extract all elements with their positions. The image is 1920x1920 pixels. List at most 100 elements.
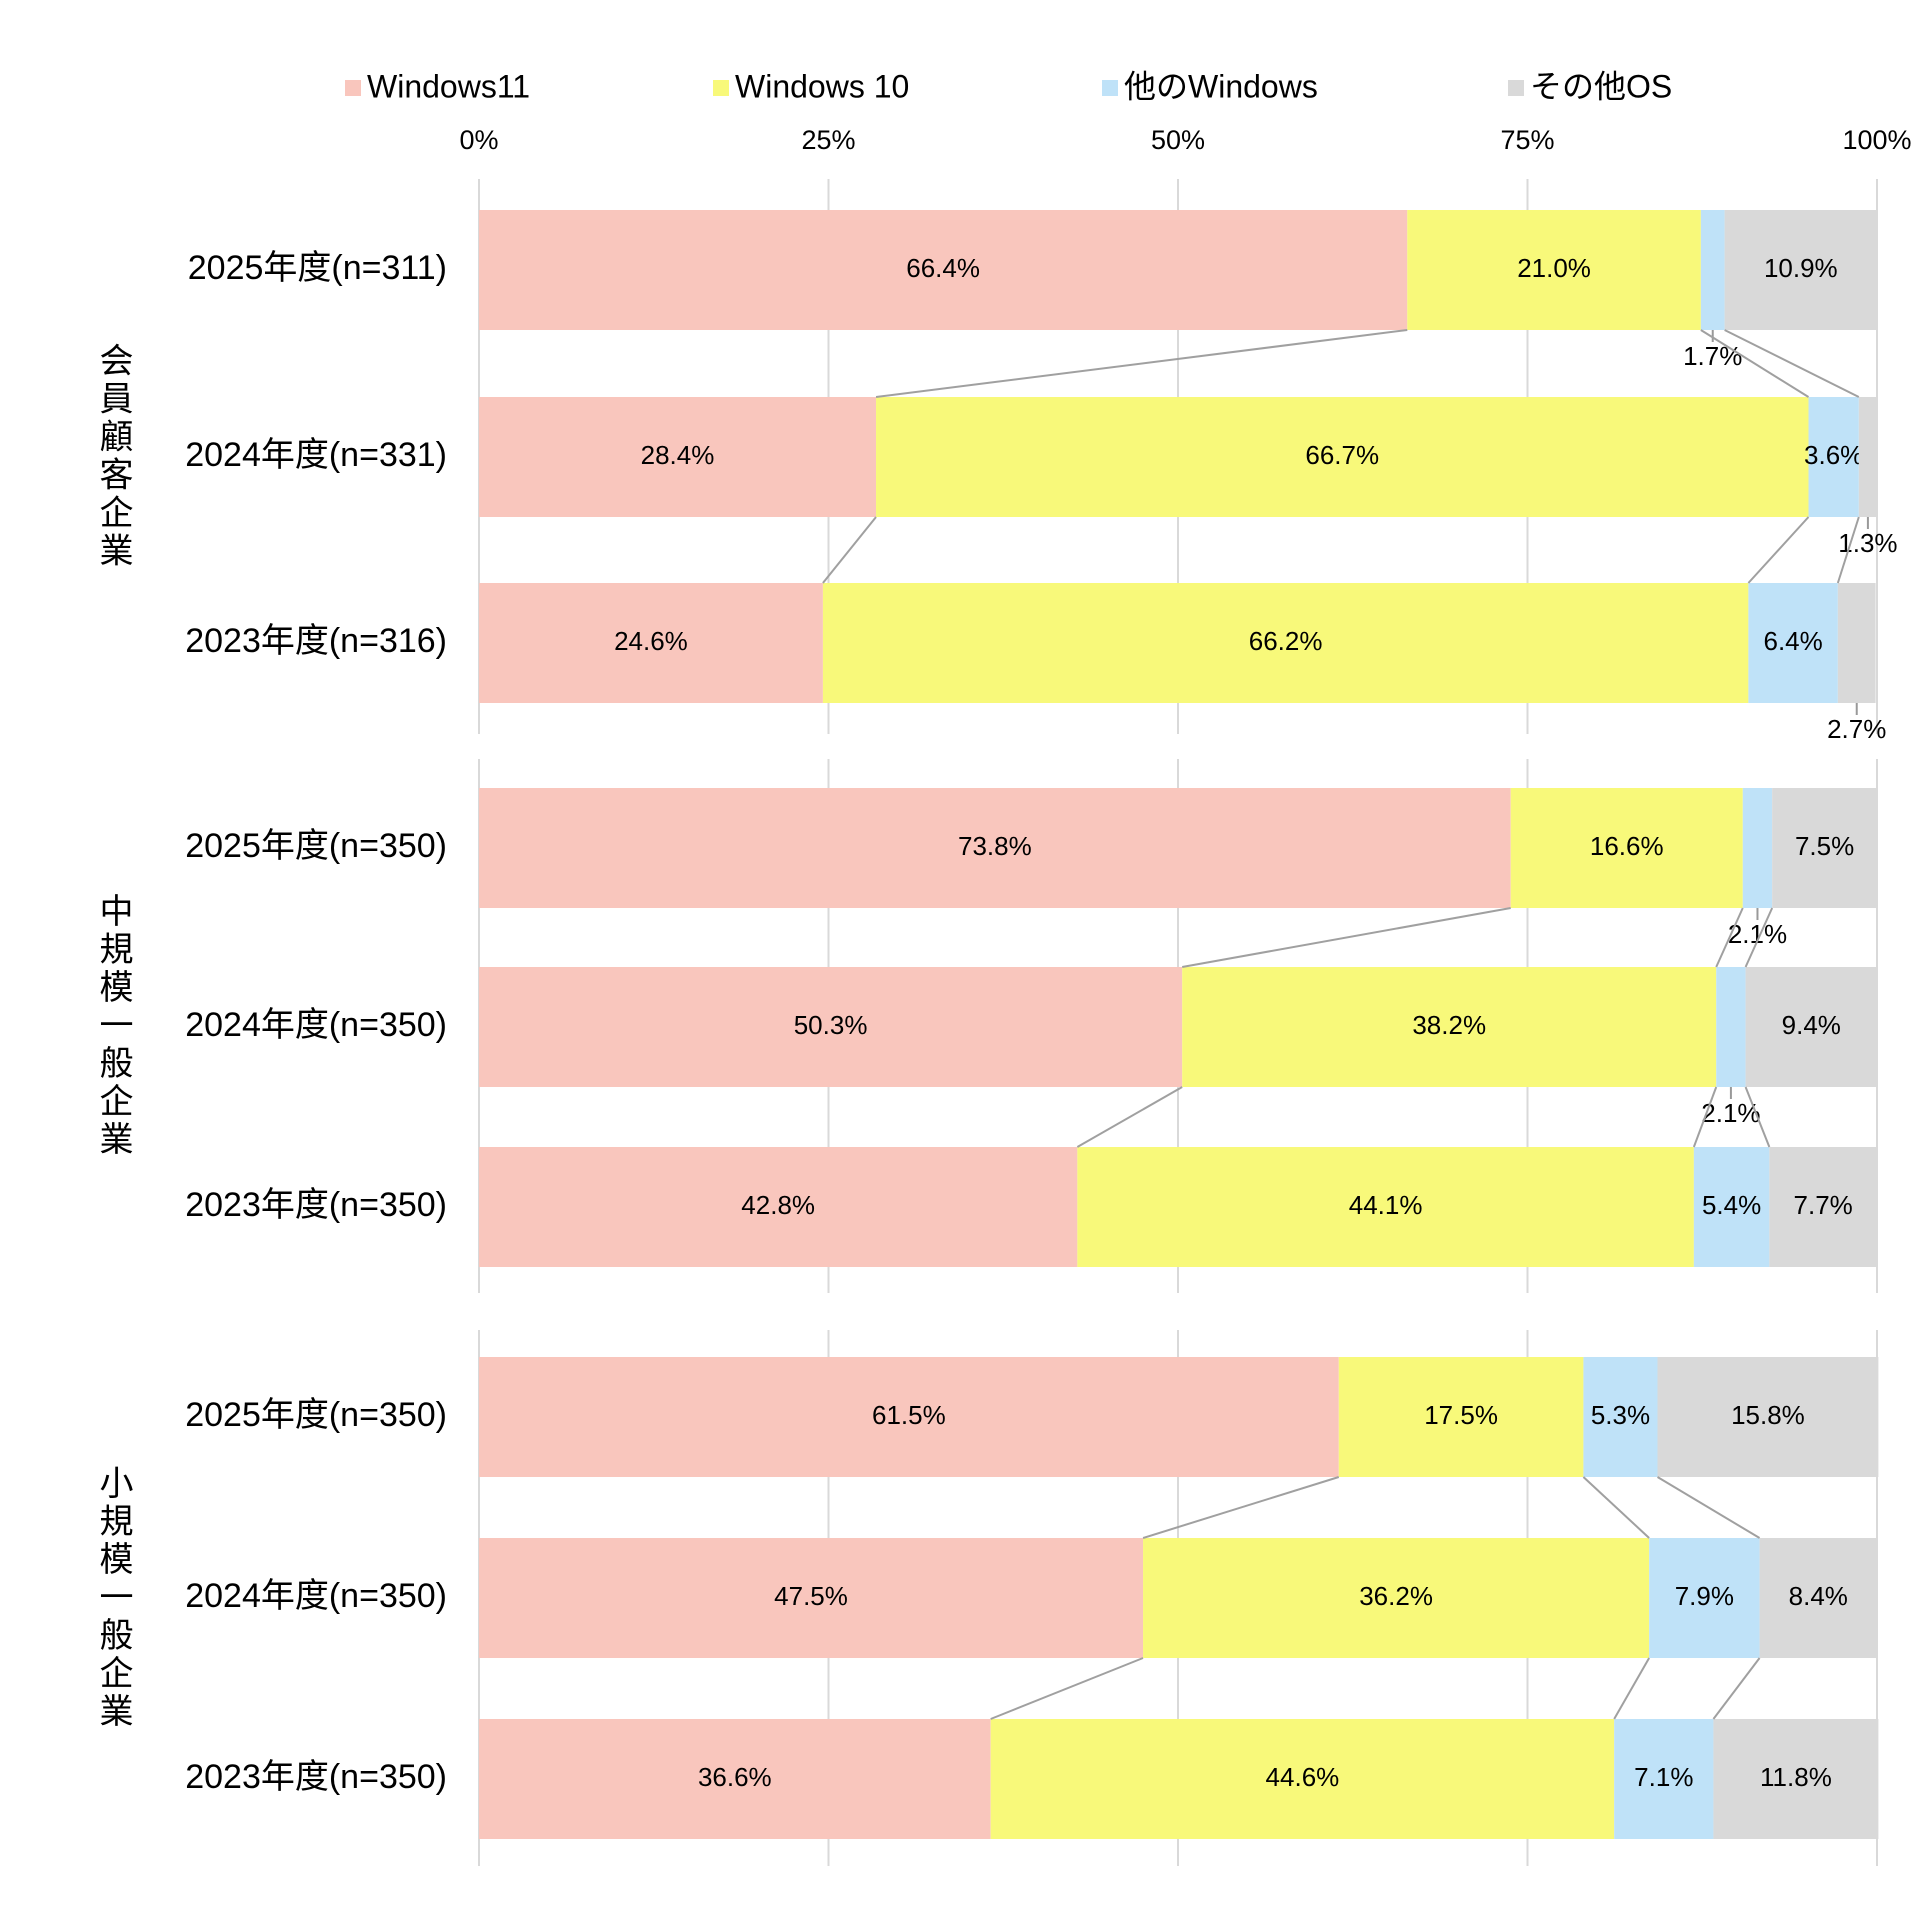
- legend-label: 他のWindows: [1124, 68, 1318, 104]
- x-tick-label: 0%: [459, 125, 498, 155]
- bar-segment: [876, 397, 1809, 517]
- bar-segment: [1693, 1147, 1770, 1267]
- connector: [1613, 1657, 1650, 1720]
- legend-swatch: [713, 80, 729, 96]
- connector: [1657, 1476, 1761, 1539]
- data-label: 8.4%: [1789, 1581, 1848, 1611]
- bar-segment: [1700, 210, 1725, 330]
- data-label: 7.9%: [1675, 1581, 1734, 1611]
- connector: [1692, 1086, 1718, 1148]
- data-label: 42.8%: [741, 1190, 815, 1220]
- bar-segment: [990, 1719, 1615, 1839]
- data-label: 66.4%: [906, 253, 980, 283]
- group-label: 中規模一般企業: [94, 893, 132, 1159]
- connector: [1747, 516, 1810, 584]
- bar-segment: [1745, 967, 1877, 1087]
- legend-label: Windows11: [367, 68, 530, 104]
- x-tick-label: 50%: [1151, 125, 1205, 155]
- data-label: 5.3%: [1591, 1400, 1650, 1430]
- data-label: 21.0%: [1517, 253, 1591, 283]
- data-label: 3.6%: [1804, 440, 1863, 470]
- legend-swatch: [345, 80, 361, 96]
- data-label: 7.5%: [1795, 831, 1854, 861]
- bar-segment: [1649, 1538, 1760, 1658]
- y-tick-label: 2024年度(n=350): [185, 1006, 447, 1044]
- bar-segment: [479, 210, 1408, 330]
- bar-segment: [1772, 788, 1877, 908]
- connector: [1142, 1476, 1340, 1539]
- connector: [1076, 1086, 1183, 1148]
- y-tick-label: 2023年度(n=316): [185, 622, 447, 660]
- bar-segment: [1759, 1538, 1877, 1658]
- x-tick-label: 100%: [1842, 125, 1911, 155]
- y-tick-label: 2023年度(n=350): [185, 1758, 447, 1796]
- connector: [1700, 329, 1810, 398]
- y-tick-label: 2024年度(n=350): [185, 1577, 447, 1615]
- bar-segment: [1583, 1357, 1658, 1477]
- data-label: 24.6%: [614, 626, 688, 656]
- y-tick-label: 2024年度(n=331): [185, 436, 447, 474]
- data-label: 9.4%: [1782, 1010, 1841, 1040]
- group-label: 小規模一般企業: [94, 1465, 132, 1731]
- data-label: 2.1%: [1728, 919, 1787, 949]
- bar-segment: [1182, 967, 1717, 1087]
- bar-segment: [1769, 1147, 1877, 1267]
- data-label: 44.6%: [1266, 1762, 1340, 1792]
- connector: [990, 1657, 1144, 1720]
- data-label: 38.2%: [1412, 1010, 1486, 1040]
- data-label: 5.4%: [1702, 1190, 1761, 1220]
- data-label: 44.1%: [1349, 1190, 1423, 1220]
- connector: [822, 516, 877, 584]
- data-label: 7.1%: [1634, 1762, 1693, 1792]
- data-label: 15.8%: [1731, 1400, 1805, 1430]
- group-label: 会員顧客企業: [94, 342, 132, 570]
- legend-label: Windows 10: [735, 68, 909, 104]
- y-tick-label: 2025年度(n=311): [188, 249, 447, 287]
- data-label: 61.5%: [872, 1400, 946, 1430]
- data-label: 6.4%: [1763, 626, 1822, 656]
- bar-segment: [822, 583, 1749, 703]
- bar-segment: [1143, 1538, 1650, 1658]
- bar-segment: [1657, 1357, 1879, 1477]
- connector: [1724, 329, 1860, 398]
- bar-segment: [1837, 583, 1876, 703]
- legend-swatch: [1102, 80, 1118, 96]
- bar-segment: [1748, 583, 1838, 703]
- bar-segment: [1716, 967, 1746, 1087]
- bar-segment: [479, 583, 823, 703]
- connector: [1744, 1086, 1771, 1148]
- data-label: 17.5%: [1424, 1400, 1498, 1430]
- bar-segment: [1724, 210, 1877, 330]
- x-tick-label: 25%: [801, 125, 855, 155]
- bar-segment: [1858, 397, 1877, 517]
- y-tick-label: 2023年度(n=350): [185, 1186, 447, 1224]
- data-label: 1.7%: [1683, 341, 1742, 371]
- connector: [875, 329, 1408, 398]
- bar-segment: [479, 1357, 1339, 1477]
- y-tick-label: 2025年度(n=350): [185, 1396, 447, 1434]
- bar-segment: [479, 967, 1183, 1087]
- bar-segment: [1407, 210, 1701, 330]
- data-label: 16.6%: [1590, 831, 1664, 861]
- bar-segment: [1510, 788, 1743, 908]
- data-label: 66.7%: [1305, 440, 1379, 470]
- legend-swatch: [1508, 80, 1524, 96]
- data-label: 11.8%: [1760, 1762, 1832, 1792]
- bar-segment: [1077, 1147, 1694, 1267]
- bar-segment: [479, 1538, 1144, 1658]
- connector: [1182, 907, 1511, 968]
- bar-segment: [1808, 397, 1859, 517]
- bar-segment: [1338, 1357, 1584, 1477]
- data-label: 36.2%: [1359, 1581, 1433, 1611]
- data-label: 28.4%: [641, 440, 715, 470]
- data-label: 47.5%: [774, 1581, 848, 1611]
- data-label: 73.8%: [958, 831, 1032, 861]
- data-label: 66.2%: [1249, 626, 1323, 656]
- data-label: 10.9%: [1764, 253, 1838, 283]
- bar-segment: [1713, 1719, 1879, 1839]
- bar-segment: [479, 1719, 991, 1839]
- bar-segment: [1614, 1719, 1714, 1839]
- connector: [1582, 1476, 1650, 1539]
- connector: [1712, 1657, 1761, 1720]
